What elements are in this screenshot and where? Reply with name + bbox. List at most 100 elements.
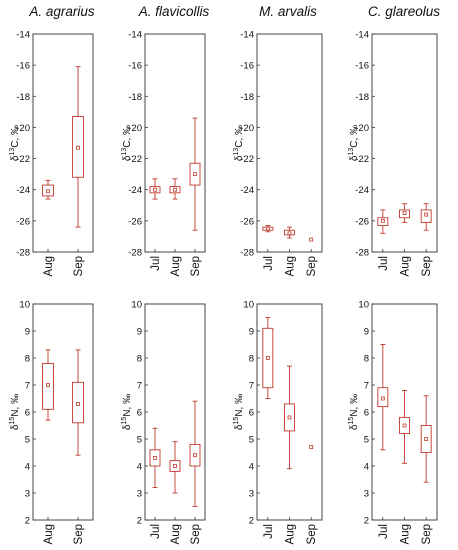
median-marker — [265, 226, 270, 231]
y-tick-label: 6 — [137, 408, 142, 419]
y-tick-label: 8 — [137, 354, 142, 365]
single-point — [309, 445, 314, 450]
y-axis-label: δ13C, ‰ — [233, 125, 245, 161]
box-iqr — [284, 403, 295, 432]
panel-6: 10 9 8 7 6 5 4 3 2 δ15N, ‰ Jul Aug Sep — [121, 300, 206, 544]
y-tick-label: 4 — [25, 462, 30, 473]
y-tick-label: 2 — [364, 516, 369, 527]
x-tick-label: Sep — [306, 256, 318, 276]
y-tick-label: -22 — [128, 154, 142, 165]
y-tick-label: -28 — [355, 248, 369, 259]
y-tick-label: 7 — [137, 381, 142, 392]
box-iqr — [42, 184, 54, 197]
x-tick-label: Sep — [73, 524, 85, 544]
y-tick-label: -28 — [128, 248, 142, 259]
box-iqr — [189, 162, 201, 186]
box-iqr — [149, 449, 161, 467]
species-title-a-agrarius: A. agrarius — [29, 4, 95, 19]
y-tick-label: -22 — [16, 154, 30, 165]
panel-1: -14 -16 -18 -20 -22 -24 -26 -28 δ13C, ‰ Aug Sep — [9, 30, 94, 276]
y-tick-label: 4 — [137, 462, 142, 473]
y-tick-label: -18 — [240, 92, 254, 103]
y-tick-label: 2 — [249, 516, 254, 527]
y-tick-label: 5 — [249, 435, 254, 446]
box-iqr — [262, 226, 274, 231]
median-marker — [173, 187, 177, 192]
y-tick-label: 8 — [249, 354, 254, 365]
y-tick-label: 6 — [364, 408, 369, 419]
y-tick-label: -16 — [240, 61, 254, 72]
y-tick-label: -24 — [128, 185, 142, 196]
y-tick-label: -24 — [240, 185, 254, 196]
y-tick-label: 9 — [25, 327, 30, 338]
x-tick-label: Sep — [421, 256, 433, 276]
plot-frame — [32, 303, 94, 521]
x-tick-label: Jul — [378, 256, 390, 271]
median-marker — [402, 211, 407, 215]
box-iqr — [149, 186, 161, 194]
x-tick-label: Jul — [150, 524, 162, 539]
y-tick-label: 9 — [137, 327, 142, 338]
y-tick-label: -20 — [128, 123, 142, 134]
x-tick-label: Aug — [43, 256, 55, 276]
median-marker — [424, 212, 429, 217]
y-tick-label: 7 — [249, 381, 254, 392]
x-tick-label: Aug — [43, 524, 55, 544]
y-tick-label: 7 — [364, 381, 369, 392]
y-tick-label: -28 — [240, 248, 254, 259]
y-tick-label: 2 — [25, 516, 30, 527]
panel-5: 10 9 8 7 6 5 4 3 2 δ15N, ‰ Aug Sep — [9, 300, 94, 544]
y-tick-label: -26 — [355, 216, 369, 227]
median-marker — [193, 453, 197, 458]
median-marker — [402, 423, 407, 428]
box-iqr — [399, 209, 410, 219]
y-tick-label: 5 — [137, 435, 142, 446]
y-tick-label: -14 — [240, 30, 254, 41]
box-iqr — [72, 116, 84, 178]
species-title-a-flavicollis: A. flavicollis — [138, 4, 210, 19]
y-tick-label: 7 — [25, 381, 30, 392]
plot-frame — [144, 33, 206, 253]
y-axis-label: δ13C, ‰ — [121, 125, 133, 161]
plot-frame — [256, 33, 323, 253]
median-marker — [153, 455, 157, 460]
y-tick-label: 3 — [25, 489, 30, 500]
y-tick-label: 10 — [131, 300, 142, 311]
y-tick-label: 9 — [249, 327, 254, 338]
y-axis-label: δ15N, ‰ — [9, 394, 21, 430]
y-tick-label: -26 — [240, 216, 254, 227]
box-iqr — [169, 460, 181, 472]
box-iqr — [189, 443, 201, 467]
x-tick-label: Sep — [73, 256, 85, 276]
single-point — [309, 237, 314, 242]
y-tick-label: -14 — [355, 30, 369, 41]
y-tick-label: 10 — [358, 300, 369, 311]
median-marker — [265, 356, 270, 360]
median-marker — [287, 415, 292, 420]
y-tick-label: -26 — [16, 216, 30, 227]
y-axis-label: δ13C, ‰ — [348, 125, 360, 161]
y-tick-label: -20 — [240, 123, 254, 134]
x-tick-label: Aug — [285, 256, 297, 276]
median-marker — [424, 437, 429, 441]
y-tick-label: -22 — [355, 154, 369, 165]
box-iqr — [377, 217, 389, 226]
panel-8: 10 9 8 7 6 5 4 3 2 δ15N, ‰ Jul Aug Sep — [348, 300, 438, 544]
y-tick-label: 8 — [25, 354, 30, 365]
box-iqr — [284, 229, 295, 236]
species-title-m-arvalis: M. arvalis — [259, 4, 317, 19]
y-tick-label: 5 — [25, 435, 30, 446]
x-tick-label: Aug — [170, 256, 182, 276]
y-tick-label: 3 — [249, 489, 254, 500]
y-tick-label: -28 — [16, 248, 30, 259]
y-axis-label: δ15N, ‰ — [233, 394, 245, 430]
x-tick-label: Sep — [421, 524, 433, 544]
x-tick-label: Sep — [190, 524, 202, 544]
y-tick-label: 2 — [137, 516, 142, 527]
y-tick-label: -24 — [355, 185, 369, 196]
median-marker — [76, 401, 80, 406]
y-tick-label: -14 — [128, 30, 142, 41]
y-tick-label: 8 — [364, 354, 369, 365]
